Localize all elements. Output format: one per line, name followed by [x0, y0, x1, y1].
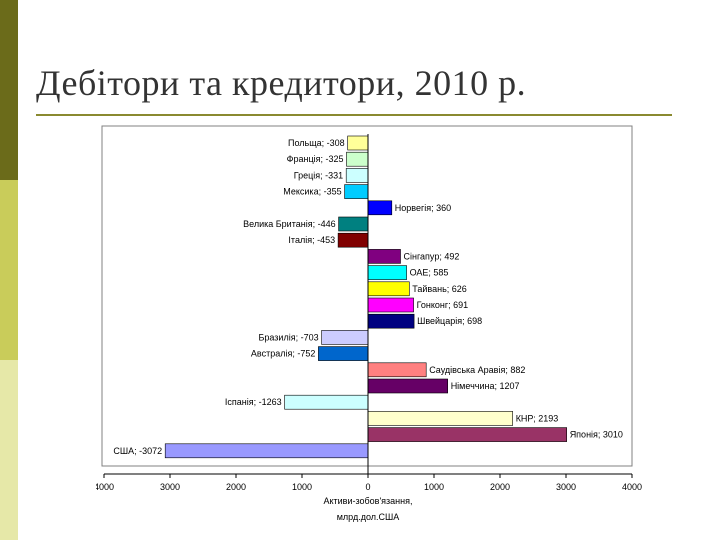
bar-7: [367, 249, 401, 264]
bar-label-10: Гонконг; 691: [417, 300, 469, 310]
x-tick-label-0: 4000: [96, 482, 114, 492]
bar-2: [345, 168, 369, 183]
bar-0: [347, 135, 369, 151]
bar-9: [367, 281, 410, 297]
bar-17: [367, 411, 513, 426]
bar-label-9: Тайвань; 626: [412, 284, 467, 294]
bar-label-13: Австралія; -752: [251, 349, 315, 359]
side-strip-dark: [0, 0, 18, 180]
x-axis-label-line1: Активи-зобов'язання,: [323, 496, 412, 506]
x-axis-ticks: 4000 3000 2000 1000 0 1000 2000 3000 4000: [96, 474, 642, 492]
slide-title: Дебітори та кредитори, 2010 р.: [36, 63, 527, 103]
bar-19: [164, 443, 369, 459]
bar-16: [284, 394, 369, 410]
bar-label-17: КНР; 2193: [516, 413, 559, 423]
bar-12: [321, 330, 369, 345]
bar-4: [367, 200, 393, 216]
title-underline: [36, 114, 672, 116]
bar-label-18: Японія; 3010: [570, 430, 623, 440]
bar-15: [367, 378, 448, 394]
bar-5: [338, 216, 369, 232]
bar-3: [344, 184, 369, 199]
bar-label-5: Велика Британія; -446: [243, 219, 335, 229]
bar-13: [318, 346, 369, 361]
bar-label-15: Німеччина; 1207: [451, 381, 520, 391]
bar-1: [346, 151, 369, 167]
bar-label-8: ОАЕ; 585: [410, 268, 449, 278]
bar-10: [367, 297, 414, 313]
bar-14: [367, 362, 427, 378]
bar-6: [337, 232, 369, 248]
bar-chart: 4000 3000 2000 1000 0 1000 2000 3000 4000 Польща…: [96, 125, 642, 522]
x-axis-label-line2: млрд.дол.США: [337, 512, 400, 522]
x-tick-label-5: 1000: [424, 482, 444, 492]
bar-label-0: Польща; -308: [288, 138, 345, 148]
x-tick-label-2: 2000: [226, 482, 246, 492]
bar-label-7: Сінгапур; 492: [404, 251, 460, 261]
bar-label-1: Франція; -325: [287, 154, 344, 164]
x-tick-label-8: 4000: [622, 482, 642, 492]
bar-label-12: Бразилія; -703: [258, 332, 318, 342]
bar-label-14: Саудівська Аравія; 882: [429, 365, 525, 375]
bar-label-2: Греція; -331: [294, 170, 343, 180]
side-strip-mid: [0, 180, 18, 360]
x-tick-label-7: 3000: [556, 482, 576, 492]
bar-label-16: Іспанія; -1263: [225, 397, 282, 407]
bar-11: [367, 313, 415, 329]
bar-label-19: США; -3072: [113, 446, 162, 456]
bar-label-6: Італія; -453: [288, 235, 335, 245]
bars-layer: [164, 135, 567, 459]
bar-label-3: Мексика; -355: [283, 187, 341, 197]
x-tick-label-1: 3000: [160, 482, 180, 492]
bar-label-11: Швейцарія; 698: [417, 316, 482, 326]
side-strip-light: [0, 360, 18, 540]
bar-18: [367, 427, 567, 442]
x-tick-label-6: 2000: [490, 482, 510, 492]
x-tick-label-4: 0: [365, 482, 370, 492]
bar-8: [367, 265, 407, 280]
bar-labels-layer: Польща; -308 Франція; -325 Греція; -331 Мек…: [113, 138, 623, 456]
bar-label-4: Норвегія; 360: [395, 203, 451, 213]
x-tick-label-3: 1000: [292, 482, 312, 492]
